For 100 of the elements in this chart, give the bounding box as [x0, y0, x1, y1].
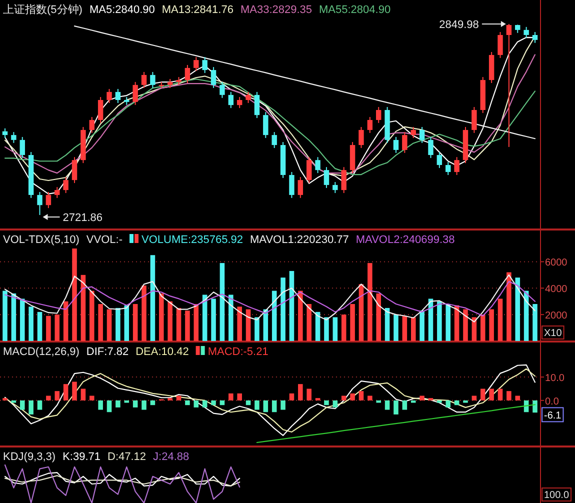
- bar: [463, 400, 468, 403]
- bar: [532, 304, 538, 341]
- bar: [37, 312, 42, 341]
- candlestick: [210, 66, 216, 88]
- bar: [254, 400, 260, 410]
- bar: [437, 301, 442, 341]
- text: DEA:10.42: [136, 346, 189, 358]
- bar: [489, 388, 494, 400]
- candlestick: [115, 88, 121, 104]
- candlestick: [141, 71, 147, 88]
- candlestick: [194, 56, 199, 72]
- candlestick: [506, 24, 512, 148]
- bar: [46, 396, 51, 400]
- bar: [463, 309, 468, 341]
- bar: [132, 400, 138, 408]
- candlestick: [289, 172, 294, 198]
- bar: [350, 304, 355, 341]
- y-tick-label: 2000: [545, 310, 568, 322]
- candlestick: [202, 56, 208, 74]
- bar: [298, 384, 303, 400]
- candlestick: [446, 162, 451, 176]
- candlestick: [419, 126, 425, 144]
- chart-title: KDJ(9,3,3): [3, 451, 56, 463]
- text: MA55:2804.90: [319, 4, 391, 16]
- bar: [341, 314, 346, 341]
- candlestick: [436, 152, 442, 168]
- bar: [185, 400, 190, 406]
- line-series: [4, 280, 536, 316]
- bar: [237, 393, 242, 400]
- bar: [176, 308, 182, 341]
- bar: [89, 396, 94, 400]
- y-tick-label: 4000: [545, 284, 568, 296]
- series-label: J:24.88: [153, 451, 190, 463]
- candlestick: [254, 91, 260, 119]
- bar: [376, 293, 381, 341]
- bar: [506, 272, 512, 341]
- legend-label: MACD:-5.21: [208, 346, 268, 358]
- text: MAVOL2:240699.38: [356, 234, 455, 246]
- text: 100.0: [544, 490, 570, 501]
- bar: [28, 400, 34, 414]
- bar: [89, 290, 94, 341]
- y-tick-label: 6000: [545, 258, 568, 269]
- candlestick: [454, 156, 460, 176]
- candlestick: [393, 136, 399, 154]
- bar: [116, 308, 120, 341]
- candlestick: [106, 88, 112, 104]
- bar: [246, 309, 251, 341]
- bar: [324, 317, 329, 341]
- bar: [437, 400, 442, 403]
- chart-subtitle: VVOL:-: [86, 234, 123, 246]
- annotation: 2849.98: [439, 19, 479, 31]
- line-series: [4, 274, 536, 322]
- bar: [254, 317, 260, 341]
- bar: [124, 305, 130, 341]
- bar: [289, 393, 294, 400]
- chart-title: 上证指数(5分钟): [3, 3, 82, 16]
- bar: [37, 400, 42, 410]
- candlestick: [132, 81, 138, 106]
- candlestick: [184, 64, 190, 84]
- bar: [106, 309, 112, 341]
- candlestick: [472, 106, 477, 134]
- candlestick: [524, 26, 529, 38]
- bar: [324, 400, 329, 406]
- bar: [54, 391, 60, 400]
- bar: [446, 400, 451, 408]
- legend-label: VOLUME:235765.92: [142, 234, 244, 246]
- bar: [480, 314, 486, 341]
- candlestick: [298, 176, 304, 198]
- bar: [306, 304, 312, 341]
- y-tick-label: 10.0: [545, 373, 565, 384]
- text: MAVOL1:220230.77: [250, 234, 349, 246]
- bar: [358, 391, 364, 400]
- candlestick: [46, 191, 52, 209]
- bar: [498, 298, 503, 341]
- candlestick: [272, 132, 277, 149]
- bar: [384, 400, 390, 410]
- text: MA5:2840.90: [89, 4, 155, 16]
- bar: [63, 301, 68, 341]
- bar: [376, 400, 381, 403]
- text: MA13:2841.76: [162, 4, 234, 16]
- bar: [228, 294, 234, 341]
- candlestick: [341, 166, 346, 194]
- candlestick: [236, 96, 242, 109]
- candlestick: [63, 176, 68, 194]
- candlestick: [367, 116, 373, 134]
- bar: [20, 400, 25, 410]
- candlestick: [228, 91, 234, 109]
- bar: [332, 317, 338, 341]
- candlestick: [11, 132, 16, 144]
- bar: [176, 396, 182, 400]
- candlestick: [150, 71, 156, 88]
- bar: [515, 278, 520, 341]
- bar: [472, 396, 477, 400]
- candlestick: [332, 181, 338, 194]
- candlestick: [20, 136, 25, 158]
- annotation: -6.1: [544, 410, 562, 422]
- series-label: DIF:7.82: [86, 346, 129, 358]
- bar: [289, 270, 294, 341]
- bar: [2, 290, 8, 341]
- bar: [237, 306, 242, 341]
